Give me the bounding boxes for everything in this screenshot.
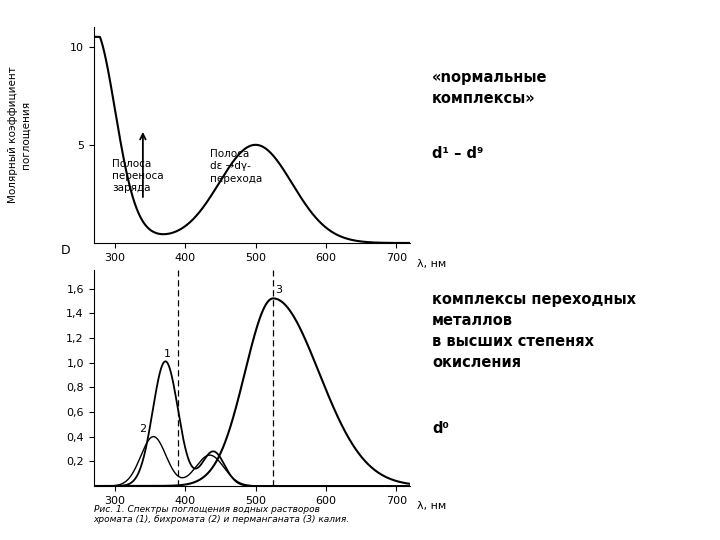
Text: 2: 2 xyxy=(139,424,146,434)
Text: «nормальные
комплексы»: «nормальные комплексы» xyxy=(432,70,547,106)
Text: Полоса
переноса
заряда: Полоса переноса заряда xyxy=(112,159,163,193)
Text: Полоса
dε →dγ-
перехода: Полоса dε →dγ- перехода xyxy=(210,148,262,184)
Text: 1: 1 xyxy=(164,349,171,359)
Text: d¹ – d⁹: d¹ – d⁹ xyxy=(432,146,483,161)
Text: λ, нм: λ, нм xyxy=(418,259,446,269)
Text: 3: 3 xyxy=(275,285,282,295)
Text: d⁰: d⁰ xyxy=(432,421,449,436)
Text: Рис. 1. Спектры поглощения водных растворов
хромата (1), бихромата (2) и перманг: Рис. 1. Спектры поглощения водных раство… xyxy=(94,505,350,524)
Text: D: D xyxy=(60,244,70,257)
Text: комплексы переходных
металлов
в высших степенях
окисления: комплексы переходных металлов в высших с… xyxy=(432,292,636,369)
Text: λ, нм: λ, нм xyxy=(418,501,446,511)
Y-axis label: Молярный коэффициент
поглощения: Молярный коэффициент поглощения xyxy=(8,66,30,204)
